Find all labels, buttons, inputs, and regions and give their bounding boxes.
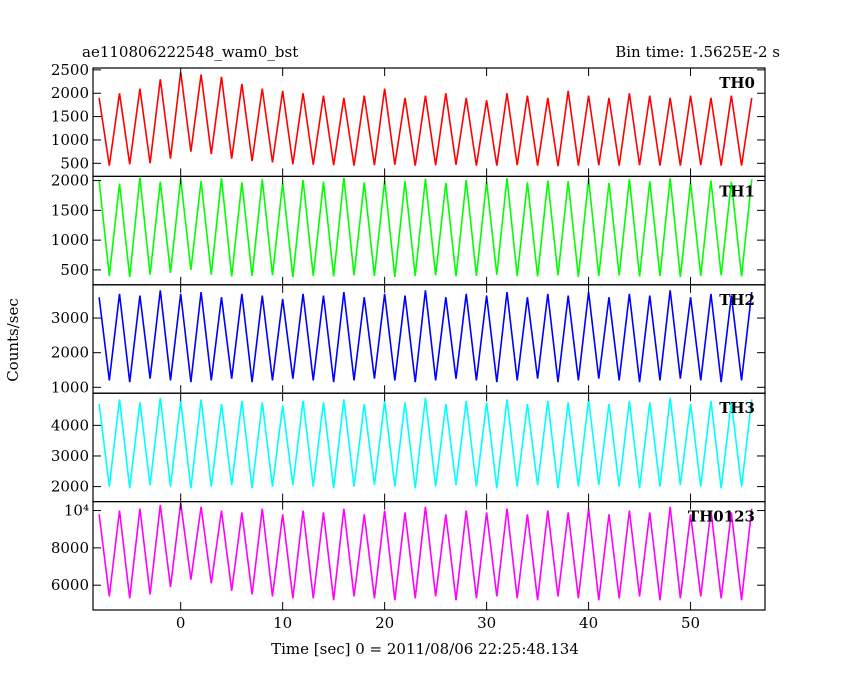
light-curve (98, 502, 753, 601)
y-tick-label: 2000 (51, 478, 89, 496)
x-tick-label: 0 (176, 614, 186, 632)
y-tick-label: 1000 (51, 378, 89, 396)
y-tick-label: 2000 (51, 172, 89, 190)
y-tick-label: 3000 (51, 309, 89, 327)
y-tick-label: 8000 (51, 539, 89, 557)
panel-name: TH3 (719, 399, 755, 417)
bin-time: Bin time: 1.5625E-2 s (615, 43, 780, 61)
x-tick-label: 50 (681, 614, 700, 632)
y-tick-label: 500 (60, 154, 89, 172)
y-tick-label: 2000 (51, 344, 89, 362)
y-tick-label: 1000 (51, 131, 89, 149)
y-tick-label: 3000 (51, 447, 89, 465)
x-tick-label: 30 (477, 614, 496, 632)
panel-frame (92, 501, 766, 611)
chart-title: ae110806222548_wam0_bst (82, 43, 298, 61)
panel-name: TH1 (719, 182, 755, 200)
y-tick-label: 10⁴ (64, 502, 89, 520)
panel-name: TH0 (719, 74, 755, 92)
y-tick-label: 1500 (51, 201, 89, 219)
panel-name: TH0123 (688, 508, 755, 526)
y-tick-label: 2500 (51, 61, 89, 79)
panel-name: TH2 (719, 291, 755, 309)
x-tick-label: 20 (375, 614, 394, 632)
x-axis-label: Time [sec] 0 = 2011/08/06 22:25:48.134 (271, 640, 579, 658)
light-curve (98, 290, 753, 383)
light-curve (98, 72, 753, 167)
y-tick-label: 2000 (51, 84, 89, 102)
y-axis-label: Counts/sec (4, 298, 22, 382)
x-tick-label: 10 (273, 614, 292, 632)
light-curve (98, 177, 753, 278)
x-tick-label: 40 (579, 614, 598, 632)
y-tick-label: 6000 (51, 576, 89, 594)
y-tick-label: 1500 (51, 108, 89, 126)
light-curve (98, 397, 753, 489)
y-tick-label: 500 (60, 261, 89, 279)
y-tick-label: 4000 (51, 416, 89, 434)
y-tick-label: 1000 (51, 231, 89, 249)
